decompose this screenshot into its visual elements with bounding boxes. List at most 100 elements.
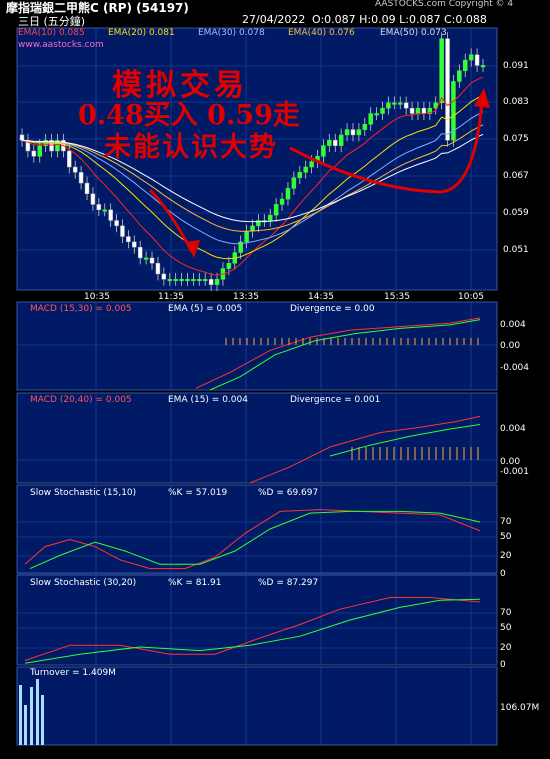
candle (368, 113, 373, 125)
annotation-arrowhead-sell (474, 88, 490, 108)
ema30-line (21, 111, 484, 245)
candle (285, 188, 291, 200)
candle (114, 220, 119, 227)
candle (208, 279, 214, 285)
stoch1-panel (16, 484, 498, 574)
volume-bar (30, 687, 33, 745)
ema40-legend: EMA(40) 0.076 (288, 28, 355, 38)
time-tick: 10:05 (458, 292, 484, 302)
time-tick: 10:35 (84, 292, 110, 302)
stoch1-tick: 20 (500, 551, 512, 561)
candle (415, 107, 421, 114)
candle (55, 140, 60, 152)
candle (392, 102, 397, 105)
annotation-line2: 0.48买入 0.59走 (78, 100, 300, 131)
candle (327, 140, 332, 146)
candle (155, 263, 161, 275)
volume-bar (41, 695, 44, 745)
candle (244, 230, 249, 243)
candle (427, 107, 433, 114)
candle (309, 161, 314, 168)
candle (380, 107, 385, 114)
stoch2-tick: 70 (500, 608, 512, 618)
macd1-line (195, 317, 481, 389)
candle (463, 59, 468, 72)
time-tick: 11:35 (158, 292, 184, 302)
volume-bar (24, 705, 27, 745)
candle (398, 102, 403, 105)
annotation-line1: 模拟交易 (112, 68, 248, 103)
candle (37, 145, 42, 157)
macd1-tick: -0.004 (500, 363, 530, 373)
candle (362, 123, 368, 130)
candle (185, 279, 190, 282)
candle (191, 279, 196, 282)
ema30-legend: EMA(30) 0.078 (198, 28, 265, 38)
ema20-line (21, 94, 484, 260)
candle (102, 209, 107, 212)
stoch2-k-line (24, 597, 481, 661)
macd1-ema-line (209, 319, 481, 391)
time-tick: 14:35 (308, 292, 334, 302)
macd1-tick: 0.004 (500, 320, 526, 330)
candle (338, 134, 344, 146)
macd2-line (249, 415, 481, 484)
candle (439, 38, 444, 104)
candle (96, 204, 102, 211)
time-tick: 13:35 (233, 292, 259, 302)
stoch2-d-line (24, 598, 481, 664)
candle (72, 166, 78, 173)
candle (457, 70, 462, 82)
candle (179, 279, 184, 282)
stoch1-tick: 0 (500, 569, 506, 579)
stoch2-k: %K = 81.91 (168, 578, 222, 588)
macd2-tick: 0.004 (500, 424, 526, 434)
stroke1-d-line (29, 510, 481, 570)
candle (238, 241, 243, 253)
stoch2-title: Slow Stochastic (30,20) (30, 578, 137, 588)
macd1-divergence: Divergence = 0.00 (290, 304, 375, 314)
candle (468, 54, 474, 61)
macd2-panel (16, 392, 498, 484)
candle (161, 273, 167, 280)
candle (332, 140, 338, 146)
candle (67, 150, 72, 168)
annotation-arrowhead-buy (186, 240, 200, 258)
candle (445, 38, 450, 141)
macd2-divergence: Divergence = 0.001 (290, 395, 381, 405)
macd1-ema: EMA (5) = 0.005 (168, 304, 243, 314)
ohlc-label: O:0.087 H:0.09 L:0.087 C:0.088 (312, 13, 487, 26)
price-tick: 0.091 (503, 61, 529, 71)
candle (31, 150, 37, 157)
candle (78, 172, 84, 184)
candle (108, 209, 113, 221)
candle (167, 279, 173, 282)
candle (137, 246, 143, 259)
candle (126, 236, 131, 243)
price-tick: 0.059 (503, 208, 529, 218)
stoch2-d: %D = 87.297 (258, 578, 319, 588)
stoch2-tick: 20 (500, 643, 512, 653)
ema20-legend: EMA(20) 0.081 (108, 28, 175, 38)
candle (132, 241, 137, 248)
stoch1-k: %K = 57.019 (168, 488, 228, 498)
stoch1-tick: 70 (500, 517, 512, 527)
candle (386, 102, 391, 109)
stoch2-panel (16, 574, 498, 666)
volume-bar (19, 685, 22, 745)
candle (356, 129, 362, 136)
candle (19, 134, 25, 141)
macd2-tick: -0.001 (500, 467, 530, 477)
copyright: AASTOCKS.com Copyright © 4 (375, 0, 514, 9)
annotation-arrow-sell (289, 99, 484, 194)
volume-bar (36, 679, 39, 745)
macd1-panel (16, 301, 498, 391)
candle (90, 193, 96, 205)
candle (267, 214, 273, 221)
macd2-ema-line (329, 424, 481, 457)
chart-title: 摩指瑞銀二甲熊C (RP) (54197) (6, 1, 189, 15)
stoch2-tick: 50 (500, 623, 512, 633)
candle (197, 279, 202, 282)
candle (256, 220, 261, 227)
